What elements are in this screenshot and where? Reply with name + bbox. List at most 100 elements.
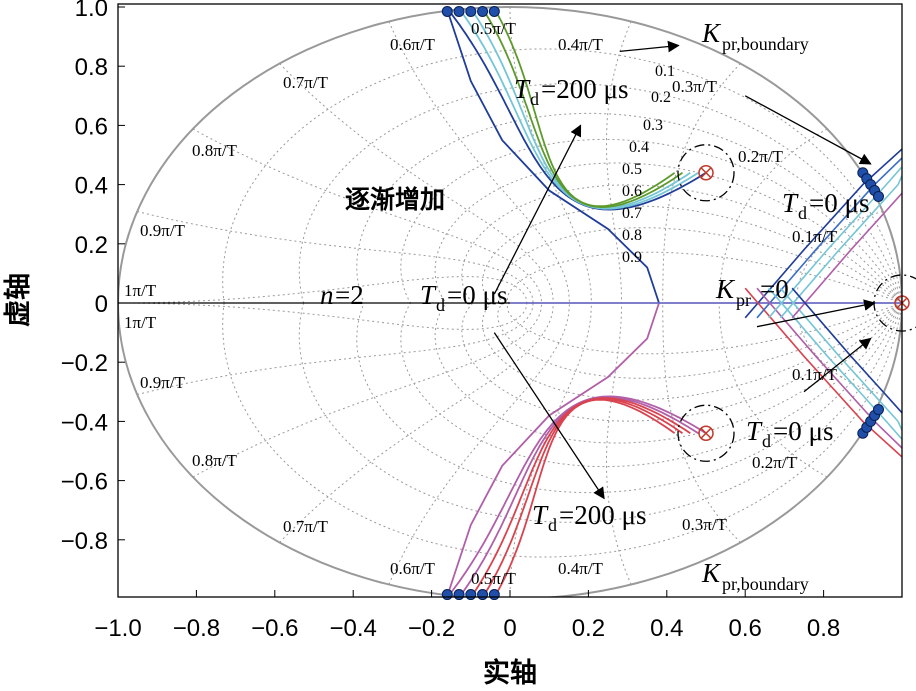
td0-upper-right-value: =0 μs xyxy=(809,188,869,218)
annotation-arrow xyxy=(803,337,872,393)
y-tick-label: 0.4 xyxy=(75,173,108,200)
natural-frequency-line xyxy=(192,128,543,304)
wn-label-upper: 0.7π/T xyxy=(283,73,329,92)
damping-line xyxy=(400,302,902,468)
natural-frequency-line xyxy=(192,302,543,478)
pole-marker xyxy=(677,144,735,202)
lower-locus-curve xyxy=(481,397,683,597)
annotation-arrow xyxy=(493,124,582,295)
upper-locus-curve xyxy=(458,7,699,210)
pole-marker xyxy=(677,404,735,462)
wn-label-upper: 0.9π/T xyxy=(140,221,186,240)
natural-frequency-line xyxy=(118,276,528,304)
natural-frequency-line xyxy=(388,302,570,585)
right-lower-branch xyxy=(791,287,902,423)
damping-line xyxy=(497,302,902,379)
x-tick-label: 0.6 xyxy=(729,615,762,642)
td200-lower-d: d xyxy=(548,515,557,535)
increasing-annotation: 逐渐增加 xyxy=(345,185,445,214)
kpr-boundary-lower-K: K xyxy=(701,558,722,588)
td0-upper-locus xyxy=(446,9,660,304)
kpr-zero-sub: pr xyxy=(736,290,751,310)
td0-center-T: T xyxy=(420,280,437,310)
boundary-gain-dot xyxy=(453,589,465,601)
damping-line xyxy=(482,205,902,304)
right-upper-branch xyxy=(791,183,902,319)
boundary-gain-dot xyxy=(477,589,489,601)
damping-line xyxy=(434,302,902,444)
wn-label-lower: 0.8π/T xyxy=(192,451,238,470)
right-lower-branch xyxy=(779,287,902,431)
natural-frequency-line xyxy=(137,211,534,304)
boundary-gain-dot xyxy=(453,5,465,17)
wn-label-upper: 0.4π/T xyxy=(558,35,604,54)
td200-upper-d: d xyxy=(530,89,539,109)
damping-label: 0.3 xyxy=(643,117,663,134)
y-tick-label: 1.0 xyxy=(75,0,108,22)
wn-label-lower: 0.4π/T xyxy=(558,559,604,578)
boundary-gain-dot xyxy=(441,5,453,17)
pole-highlight-ring xyxy=(677,144,735,202)
x-tick-label: 0.2 xyxy=(572,615,605,642)
td0-upper-right-T: T xyxy=(782,188,799,218)
damping-label: 0.9 xyxy=(622,249,642,266)
lower-locus-curve xyxy=(458,396,699,597)
right-lower-branch xyxy=(756,287,902,449)
pole-highlight-ring xyxy=(677,404,735,462)
damping-label: 0.1 xyxy=(655,63,675,80)
wn-label-upper: 0.3π/T xyxy=(672,77,718,96)
x-tick-label: −0.2 xyxy=(408,615,455,642)
y-tick-label: 0.6 xyxy=(75,113,108,140)
wn-label-lower: 0.6π/T xyxy=(390,559,436,578)
damping-label: 0.6 xyxy=(622,183,642,200)
wn-label-upper: 0.8π/T xyxy=(192,141,238,160)
natural-frequency-line xyxy=(388,21,570,304)
upper-locus-curve xyxy=(470,7,691,209)
lower-locus-curve xyxy=(470,397,691,597)
lower-locus-curve xyxy=(446,395,707,597)
td0-lower-right-T: T xyxy=(746,416,763,446)
boundary-gain-dot xyxy=(477,5,489,17)
wn-label-lower: 0.5π/T xyxy=(471,569,517,588)
boundary-gain-dot xyxy=(488,589,500,601)
damping-line xyxy=(434,162,902,304)
pole-cross xyxy=(700,427,712,439)
right-upper-branch xyxy=(756,157,902,319)
axis-ticks: −1.0 −0.8 −0.6 −0.4 −0.2 0 0.2 0.4 0.6 0.8 1.0 0.8 0… xyxy=(61,0,841,642)
damping-label: 0.8 xyxy=(622,227,642,244)
natural-frequency-line xyxy=(606,302,632,585)
wn-label-lower: 0.7π/T xyxy=(283,517,329,536)
annotation-arrow xyxy=(493,332,605,500)
wn-label-lower: 1π/T xyxy=(124,313,157,332)
damping-label: 0.2 xyxy=(651,89,671,106)
damping-line xyxy=(497,227,902,304)
y-tick-label: 0 xyxy=(95,291,108,318)
kpr-boundary-lower-sub: pr,boundary xyxy=(722,574,809,594)
pole-cross xyxy=(700,167,712,179)
natural-frequency-line xyxy=(718,302,828,478)
right-upper-branch xyxy=(744,148,902,319)
td0-lower-right-value: =0 μs xyxy=(773,416,833,446)
natural-frequency-line xyxy=(137,302,534,395)
natural-frequency-line xyxy=(279,302,554,543)
natural-frequency-line xyxy=(118,302,528,330)
td0-upper-right-d: d xyxy=(798,203,807,223)
damping-label: 0.4 xyxy=(629,139,649,156)
wn-label-lower: 0.1π/T xyxy=(792,365,838,384)
x-axis-label: 实轴 xyxy=(483,657,537,689)
boundary-gain-dot xyxy=(465,5,477,17)
wn-label-upper: 0.1π/T xyxy=(792,227,838,246)
kpr-zero-value: =0 xyxy=(760,274,789,304)
wn-label-lower: 0.2π/T xyxy=(752,453,798,472)
annotation-arrow xyxy=(756,299,876,328)
boundary-gain-dot xyxy=(441,589,453,601)
td200-upper-T: T xyxy=(514,74,531,104)
wn-label-upper: 0.2π/T xyxy=(738,147,784,166)
n-symbol: n xyxy=(320,280,334,310)
x-tick-label: −1.0 xyxy=(94,615,141,642)
damping-label: 0.7 xyxy=(622,205,642,222)
right-upper-branch xyxy=(768,166,902,319)
boundary-gain-dot xyxy=(872,190,884,202)
upper-locus-curve xyxy=(446,7,707,211)
pole-circle xyxy=(698,425,714,441)
